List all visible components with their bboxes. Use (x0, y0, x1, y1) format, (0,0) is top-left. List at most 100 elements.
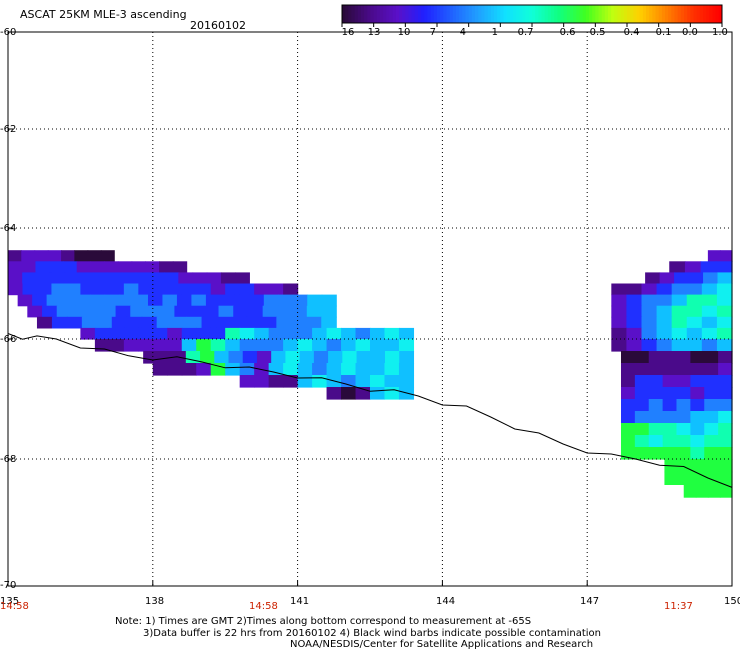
wind-cell (172, 261, 188, 273)
colorbar-segment (456, 5, 460, 23)
lat-label: -68 (0, 454, 17, 465)
wind-cell (254, 375, 270, 388)
wind-cell (117, 261, 133, 273)
colorbar-segment (478, 5, 482, 23)
wind-cell (268, 339, 284, 352)
colorbar-segment (516, 5, 520, 23)
colorbar-segment (589, 5, 593, 23)
wind-cell (254, 339, 270, 352)
wind-cell (355, 339, 371, 352)
wind-cell (671, 294, 688, 307)
wind-cell (384, 339, 400, 352)
wind-cell (220, 272, 236, 285)
wind-cell (716, 339, 733, 352)
colorbar-segment (649, 5, 653, 23)
wind-cell (634, 447, 650, 460)
wind-cell (626, 327, 643, 340)
lat-label: -64 (0, 223, 17, 234)
colorbar-segment (411, 5, 416, 23)
colorbar-label: -1 (488, 27, 498, 38)
wind-cell (22, 283, 38, 296)
colorbar-label: -4 (456, 27, 466, 38)
wind-cell (277, 305, 293, 318)
wind-cell (225, 339, 241, 352)
wind-cell (676, 435, 691, 448)
colorbar-segment (367, 5, 371, 23)
colorbar-segment (395, 5, 400, 23)
wind-cell (299, 351, 315, 364)
wind-cell (718, 471, 733, 485)
wind-cell (611, 327, 628, 340)
colorbar-segment (703, 5, 707, 23)
wind-cell (370, 327, 386, 340)
colorbar-segment (535, 5, 539, 23)
wind-cell (196, 327, 212, 340)
wind-cell (297, 375, 313, 388)
wind-cell (8, 250, 22, 262)
lon-label: 150 (724, 596, 740, 607)
wind-cell (669, 261, 686, 273)
colorbar-segment (547, 5, 552, 23)
wind-cell (135, 272, 151, 285)
wind-cell (100, 305, 117, 318)
wind-cell (87, 250, 102, 262)
wind-cell (56, 305, 73, 318)
wind-cell (326, 363, 342, 376)
wind-cell (718, 435, 733, 448)
colorbar-segment (665, 5, 669, 23)
colorbar-segment (677, 5, 682, 23)
wind-cell (676, 351, 691, 364)
colorbar-segment (389, 5, 394, 23)
colorbar-segment (405, 5, 409, 23)
wind-cell (384, 327, 400, 340)
wind-cell (620, 363, 636, 376)
map-date: 20160102 (190, 19, 246, 32)
wind-cell (138, 339, 154, 352)
wind-cell (662, 375, 678, 388)
time-label: 14:58 (249, 601, 278, 612)
wind-cell (152, 283, 168, 296)
colorbar-segment (380, 5, 384, 23)
wind-cell (123, 283, 139, 296)
wind-cell (648, 387, 664, 400)
colorbar-segment (370, 5, 375, 23)
wind-cell (145, 261, 160, 273)
wind-cell (254, 283, 270, 296)
colorbar-segment (522, 5, 527, 23)
wind-cell (718, 363, 733, 376)
wind-cell (701, 316, 718, 329)
wind-cell (81, 316, 98, 329)
wind-cell (648, 363, 664, 376)
colorbar-segment (490, 5, 495, 23)
wind-cell (147, 294, 164, 307)
lon-label: 138 (145, 596, 165, 607)
wind-cell (370, 363, 386, 376)
colorbar-segment (608, 5, 612, 23)
wind-cell (648, 375, 664, 388)
wind-cell (704, 387, 719, 400)
colorbar-segment (487, 5, 492, 23)
colorbar-segment (399, 5, 403, 23)
colorbar-label: -0.5 (586, 27, 606, 38)
wind-cell (620, 351, 636, 364)
wind-cell (662, 351, 678, 364)
wind-cell (634, 351, 650, 364)
wind-cell (398, 327, 415, 340)
wind-cell (176, 294, 193, 307)
wind-cell (80, 327, 96, 340)
wind-cell (171, 316, 188, 329)
wind-cell (695, 484, 709, 498)
wind-cell (285, 351, 301, 364)
wind-cell (144, 305, 161, 318)
colorbar-segment (541, 5, 546, 23)
wind-cell (634, 435, 650, 448)
wind-cell (690, 447, 705, 460)
lon-label: 141 (290, 596, 310, 607)
colorbar-segment (351, 5, 356, 23)
wind-cell (341, 387, 357, 400)
wind-cell (690, 363, 705, 376)
colorbar-segment (376, 5, 381, 23)
graticule (7, 31, 733, 587)
colorbar-segment (449, 5, 454, 23)
